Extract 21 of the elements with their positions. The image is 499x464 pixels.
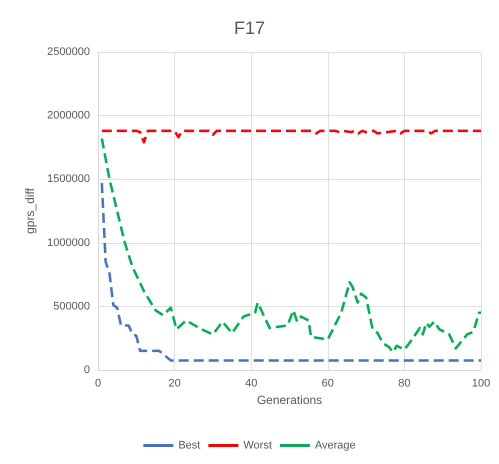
y-tick-label: 1500000	[47, 173, 90, 186]
legend-label: Worst	[243, 440, 272, 452]
line-series	[100, 182, 482, 362]
x-tick-label: 0	[94, 378, 102, 390]
legend-label: Best	[178, 440, 200, 452]
x-tick-label: 20	[168, 378, 181, 390]
x-tick-label: 40	[245, 378, 258, 390]
y-tick-label: 2500000	[47, 46, 90, 58]
x-tick-label: 60	[322, 378, 334, 390]
y-tick-label: 0	[84, 364, 90, 376]
line-series	[100, 137, 482, 354]
y-tick-label: 500000	[53, 300, 90, 312]
chart-title: F17	[234, 18, 266, 38]
x-axis-title: Generations	[256, 392, 322, 407]
y-axis-title: gprs_diff	[23, 187, 37, 234]
y-tick-label: 2000000	[47, 110, 90, 122]
y-tick-label: 1000000	[47, 236, 90, 249]
legend-label: Average	[314, 440, 356, 452]
line-series	[100, 130, 482, 144]
x-tick-label: 100	[472, 378, 490, 390]
x-tick-label: 80	[398, 378, 411, 390]
